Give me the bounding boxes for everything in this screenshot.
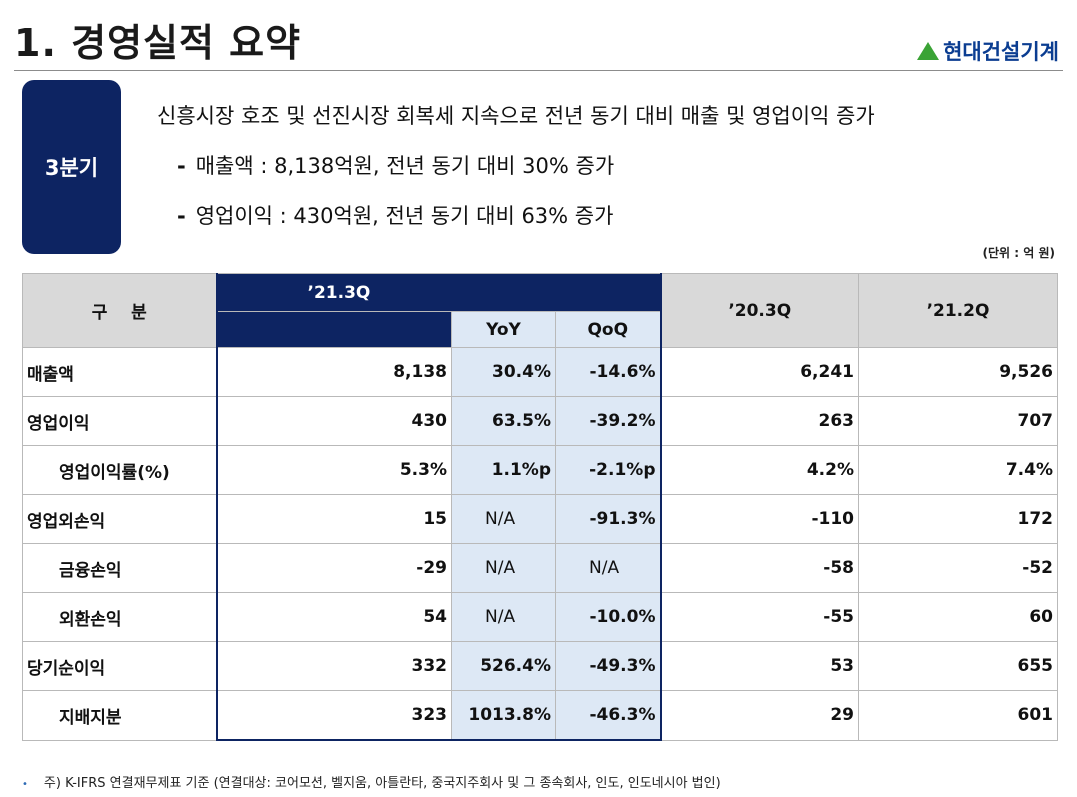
cell-qoq: -14.6% xyxy=(555,347,662,397)
summary-bullet-operating-profit: - 영업이익 : 430억원, 전년 동기 대비 63% 증가 xyxy=(157,200,875,230)
cell-yoy: 1013.8% xyxy=(451,690,556,741)
header-prev-quarter: ’21.2Q xyxy=(858,273,1058,348)
table-row: 지배지분 323 1013.8% -46.3% 29 601 xyxy=(22,690,1058,741)
header-prev-year-quarter: ’20.3Q xyxy=(660,273,859,348)
cell-qoq: -49.3% xyxy=(555,641,662,691)
bullet-dash: - xyxy=(177,204,186,228)
cell-qoq: N/A xyxy=(555,543,662,593)
cell-prev-quarter: 9,526 xyxy=(858,347,1058,397)
cell-qoq: -46.3% xyxy=(555,690,662,741)
row-label: 외환손익 xyxy=(22,592,217,642)
header-yoy: YoY xyxy=(451,311,556,348)
cell-yoy: 1.1%p xyxy=(451,445,556,495)
cell-prev-quarter: 707 xyxy=(858,396,1058,446)
row-label: 영업외손익 xyxy=(22,494,217,544)
cell-yoy: 63.5% xyxy=(451,396,556,446)
cell-prev-quarter: 655 xyxy=(858,641,1058,691)
page-title: 1. 경영실적 요약 xyxy=(14,21,302,65)
bullet-dash: - xyxy=(177,154,186,178)
row-label: 영업이익률(%) xyxy=(22,445,217,495)
table-body: 매출액 8,138 30.4% -14.6% 6,241 9,526 영업이익 430 63.5… xyxy=(22,347,1058,741)
summary-headline: 신흥시장 호조 및 선진시장 회복세 지속으로 전년 동기 대비 매출 및 영업… xyxy=(157,104,875,128)
cell-qoq: -39.2% xyxy=(555,396,662,446)
cell-qoq: -91.3% xyxy=(555,494,662,544)
row-label: 지배지분 xyxy=(22,690,217,741)
cell-prev-quarter: 601 xyxy=(858,690,1058,741)
table-row: 당기순이익 332 526.4% -49.3% 53 655 xyxy=(22,641,1058,691)
cell-prev-year: 29 xyxy=(660,690,859,741)
cell-prev-year: 4.2% xyxy=(660,445,859,495)
cell-prev-year: 263 xyxy=(660,396,859,446)
header-category: 구 분 xyxy=(22,273,217,348)
table-row: 금융손익 -29 N/A N/A -58 -52 xyxy=(22,543,1058,593)
financial-summary-table: 구 분 ’21.3Q ’20.3Q ’21.2Q YoY QoQ 매출액 8,13… xyxy=(22,273,1058,741)
cell-current: 5.3% xyxy=(215,445,452,495)
cell-qoq: -10.0% xyxy=(555,592,662,642)
header-current-quarter: ’21.3Q xyxy=(215,273,662,312)
cell-yoy: 30.4% xyxy=(451,347,556,397)
row-label: 영업이익 xyxy=(22,396,217,446)
company-logo: 현대건설기계 xyxy=(916,36,1059,66)
logo-text: 현대건설기계 xyxy=(943,40,1059,64)
cell-prev-quarter: 172 xyxy=(858,494,1058,544)
table-row: 영업외손익 15 N/A -91.3% -110 172 xyxy=(22,494,1058,544)
footnote-text: 주) K-IFRS 연결재무제표 기준 (연결대상: 코어모션, 벨지움, 아틀… xyxy=(43,776,721,791)
table-row: 매출액 8,138 30.4% -14.6% 6,241 9,526 xyxy=(22,347,1058,397)
cell-prev-quarter: 60 xyxy=(858,592,1058,642)
row-label: 금융손익 xyxy=(22,543,217,593)
cell-current: 323 xyxy=(215,690,452,741)
header-current-quarter-label: ’21.3Q xyxy=(307,282,371,303)
cell-current: 430 xyxy=(215,396,452,446)
cell-prev-quarter: -52 xyxy=(858,543,1058,593)
header-current-spacer xyxy=(215,311,452,348)
cell-yoy: N/A xyxy=(451,592,556,642)
header-qoq: QoQ xyxy=(555,311,662,348)
unit-note: (단위 : 억 원) xyxy=(982,246,1055,260)
title-divider xyxy=(14,70,1063,71)
quarter-label: 3분기 xyxy=(44,156,99,180)
cell-prev-year: -55 xyxy=(660,592,859,642)
cell-qoq: -2.1%p xyxy=(555,445,662,495)
bullet-text: 매출액 : 8,138억원, 전년 동기 대비 30% 증가 xyxy=(195,154,615,178)
cell-prev-year: -58 xyxy=(660,543,859,593)
cell-yoy: 526.4% xyxy=(451,641,556,691)
summary-block: 신흥시장 호조 및 선진시장 회복세 지속으로 전년 동기 대비 매출 및 영업… xyxy=(157,100,875,230)
cell-prev-quarter: 7.4% xyxy=(858,445,1058,495)
table-row: 영업이익률(%) 5.3% 1.1%p -2.1%p 4.2% 7.4% xyxy=(22,445,1058,495)
cell-current: 15 xyxy=(215,494,452,544)
cell-prev-year: 53 xyxy=(660,641,859,691)
cell-yoy: N/A xyxy=(451,494,556,544)
cell-current: -29 xyxy=(215,543,452,593)
cell-current: 332 xyxy=(215,641,452,691)
cell-current: 54 xyxy=(215,592,452,642)
logo-triangle-icon xyxy=(917,42,940,60)
footnote-bullet-icon: • xyxy=(22,779,28,790)
table-row: 영업이익 430 63.5% -39.2% 263 707 xyxy=(22,396,1058,446)
footnote: • 주) K-IFRS 연결재무제표 기준 (연결대상: 코어모션, 벨지움, 아… xyxy=(22,772,721,791)
cell-prev-year: 6,241 xyxy=(660,347,859,397)
cell-current: 8,138 xyxy=(215,347,452,397)
table-row: 외환손익 54 N/A -10.0% -55 60 xyxy=(22,592,1058,642)
row-label: 당기순이익 xyxy=(22,641,217,691)
cell-yoy: N/A xyxy=(451,543,556,593)
quarter-badge: 3분기 xyxy=(22,80,121,254)
cell-prev-year: -110 xyxy=(660,494,859,544)
row-label: 매출액 xyxy=(22,347,217,397)
summary-bullet-revenue: - 매출액 : 8,138억원, 전년 동기 대비 30% 증가 xyxy=(157,150,875,180)
bullet-text: 영업이익 : 430억원, 전년 동기 대비 63% 증가 xyxy=(195,204,614,228)
